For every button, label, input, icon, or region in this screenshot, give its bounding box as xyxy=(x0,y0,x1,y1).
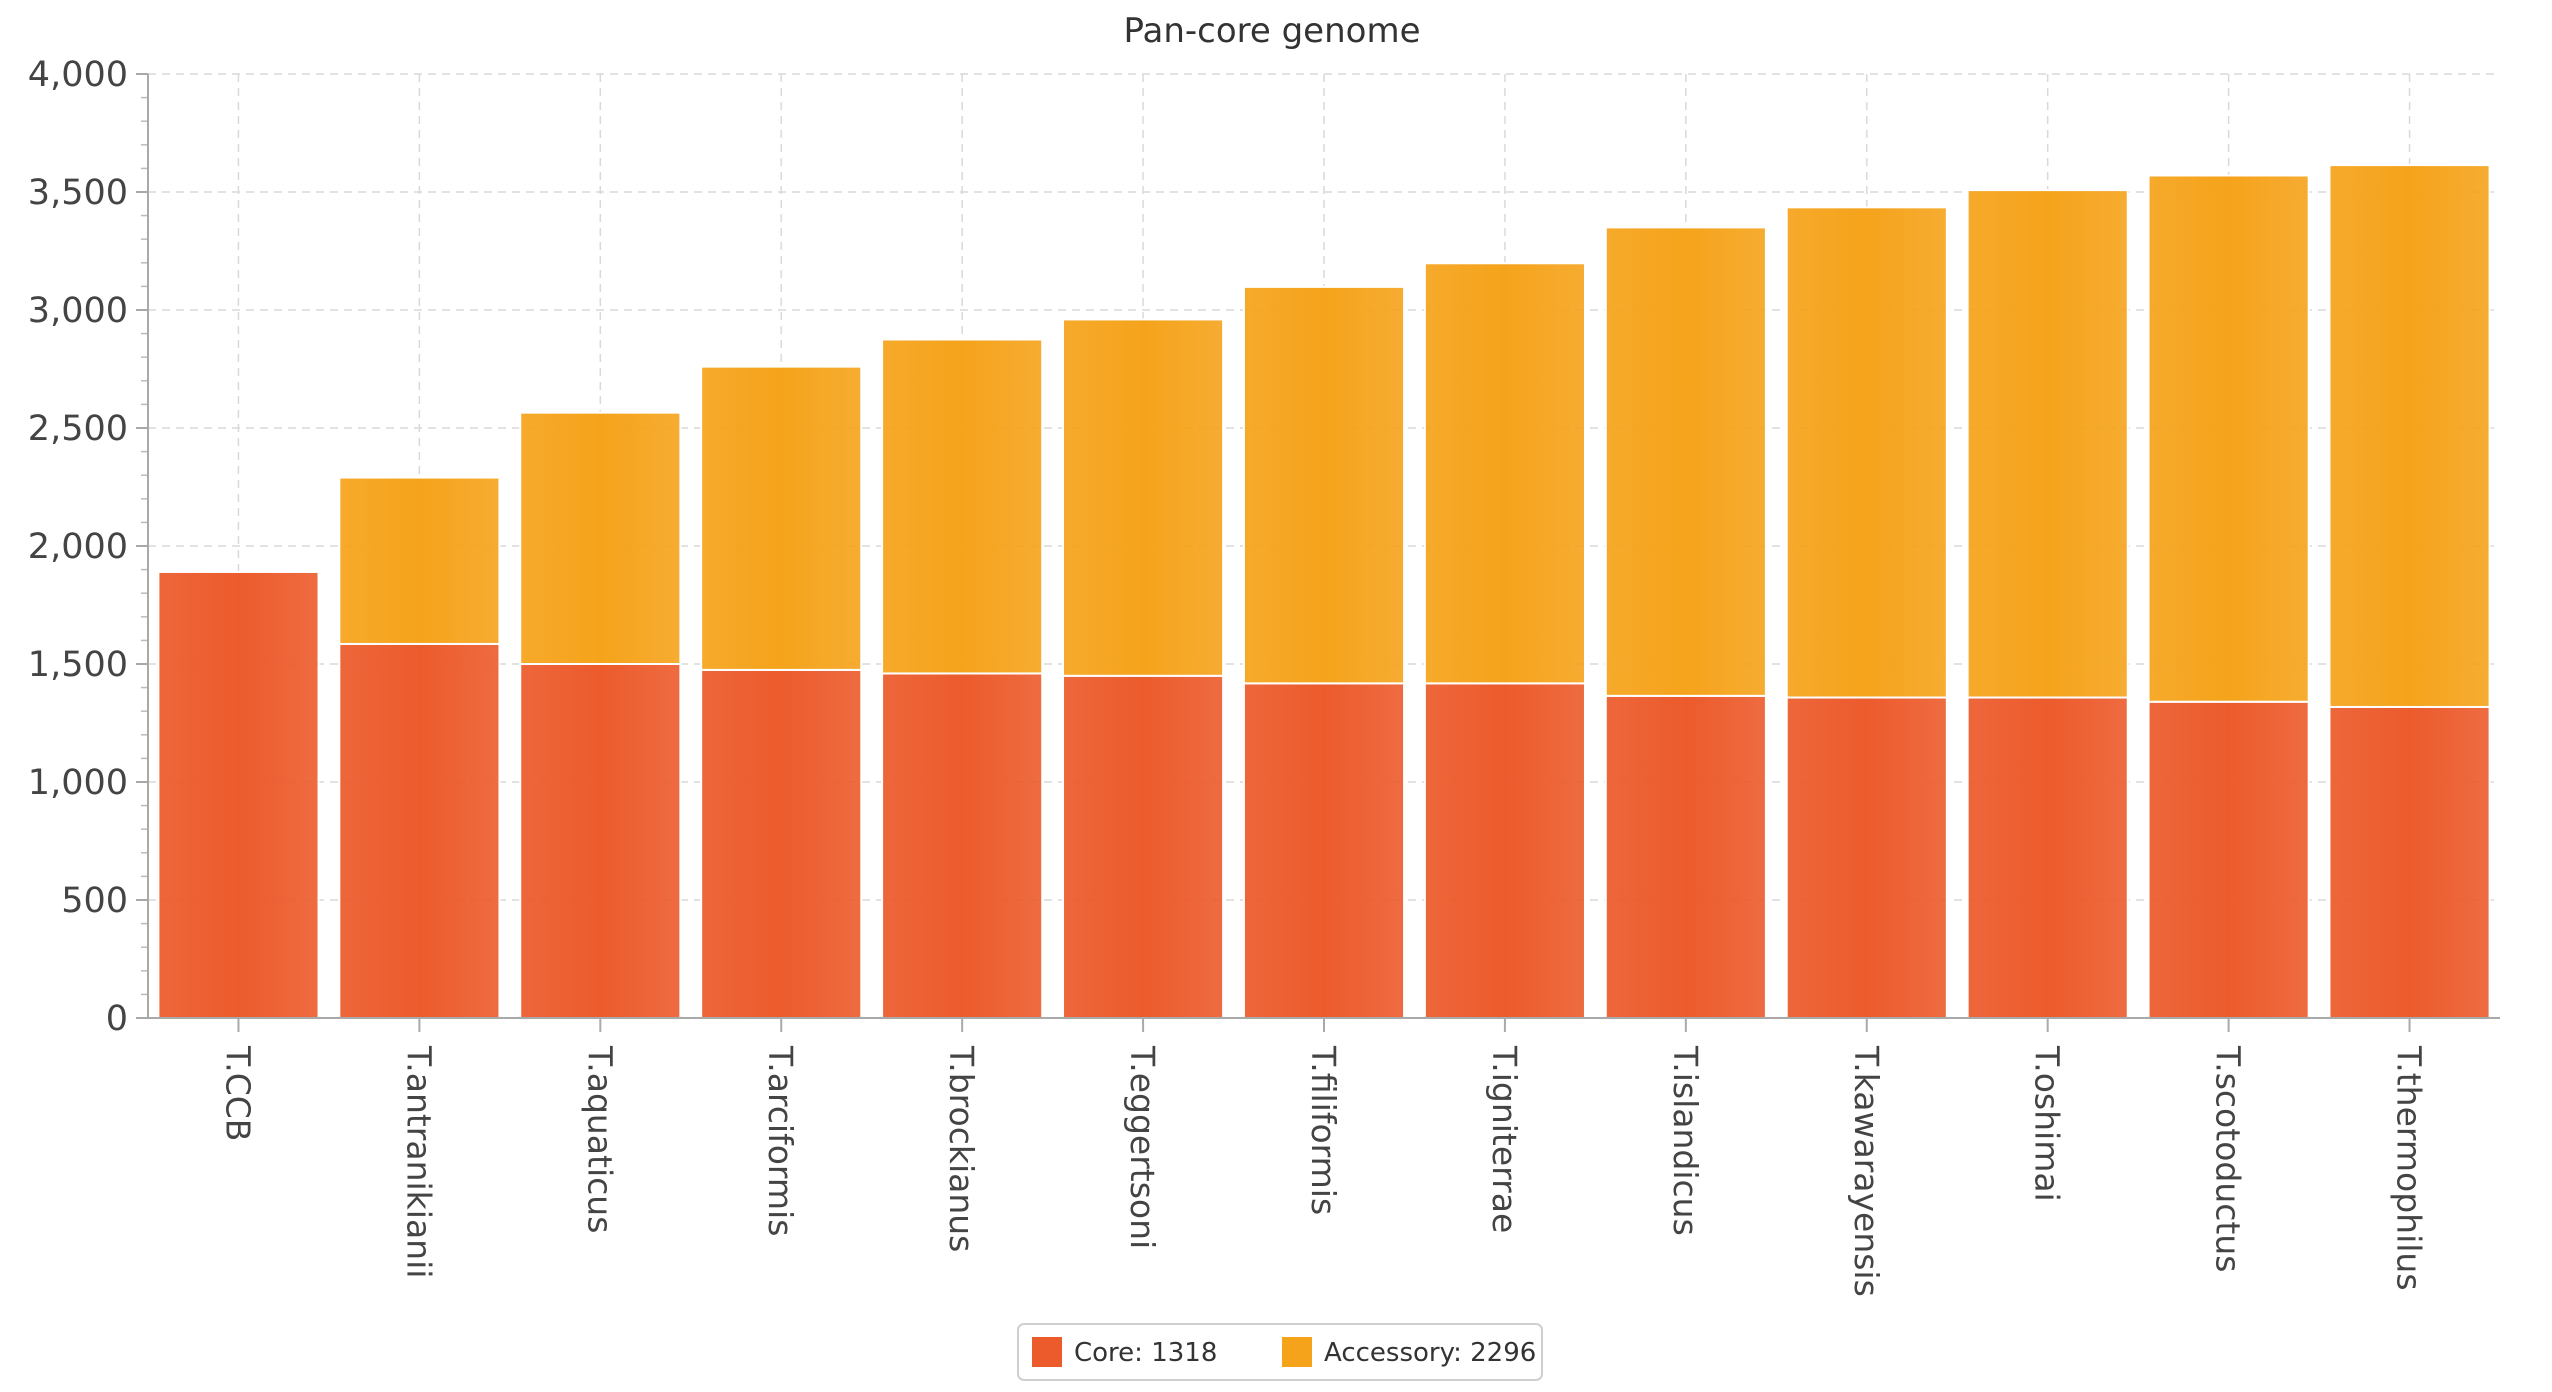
x-tick-label: T.brockianus xyxy=(942,1045,981,1252)
accessory-bar[interactable] xyxy=(519,411,682,665)
y-tick-label: 0 xyxy=(106,999,128,1039)
accessory-bar[interactable] xyxy=(1423,262,1586,685)
core-bar[interactable] xyxy=(157,570,320,1020)
x-tick-label: T.thermophilus xyxy=(2390,1045,2429,1291)
accessory-bar[interactable] xyxy=(1966,189,2129,699)
core-bar[interactable] xyxy=(1242,682,1406,1019)
x-tick-label: T.filiformis xyxy=(1304,1045,1343,1215)
core-bar[interactable] xyxy=(881,672,1044,1019)
legend-swatch[interactable] xyxy=(1032,1337,1062,1367)
x-tick-label: T.oshimai xyxy=(2028,1045,2067,1202)
legend-swatch[interactable] xyxy=(1282,1337,1312,1367)
legend-box xyxy=(1017,1323,1543,1381)
x-tick-label: T.antranikianii xyxy=(399,1045,438,1278)
accessory-bar[interactable] xyxy=(1604,226,1767,697)
accessory-bar[interactable] xyxy=(2147,174,2310,703)
x-tick-label: T.islandicus xyxy=(1666,1045,1705,1236)
legend-label[interactable]: Core: 1318 xyxy=(1074,1338,1217,1368)
core-bar[interactable] xyxy=(1785,696,1948,1020)
accessory-bar[interactable] xyxy=(2328,164,2491,708)
y-tick-label: 500 xyxy=(61,881,128,921)
axis-layer: 0 500 1,000 1,500 2,000 2,500 3,000 3,500 4,000 T… xyxy=(28,55,2500,1297)
x-tick-label: T.aquaticus xyxy=(580,1045,619,1233)
y-tick-label: 3,000 xyxy=(28,291,128,331)
y-tick-label: 2,000 xyxy=(28,527,128,567)
x-tick-label: T.eggertsoni xyxy=(1123,1045,1162,1249)
y-tick-label: 1,000 xyxy=(28,763,128,803)
x-tick-label: T.igniterrae xyxy=(1485,1045,1524,1233)
bars-layer xyxy=(157,164,2491,1020)
core-bar[interactable] xyxy=(2328,705,2491,1020)
y-tick-label: 3,500 xyxy=(28,173,128,213)
x-tick-label: T.CCB xyxy=(218,1045,257,1141)
core-bar[interactable] xyxy=(700,668,863,1020)
accessory-bar[interactable] xyxy=(700,365,863,671)
accessory-bar[interactable] xyxy=(881,338,1044,675)
core-bar[interactable] xyxy=(1966,696,2129,1020)
accessory-bar[interactable] xyxy=(338,476,501,645)
y-tick-label: 1,500 xyxy=(28,645,128,685)
x-tick-label: T.scotoductus xyxy=(2209,1045,2248,1272)
core-bar[interactable] xyxy=(1604,694,1767,1019)
x-tick-label: T.arciformis xyxy=(761,1045,800,1236)
core-bar[interactable] xyxy=(338,642,501,1019)
accessory-bar[interactable] xyxy=(1062,318,1225,677)
y-tick-label: 2,500 xyxy=(28,409,128,449)
legend-label[interactable]: Accessory: 2296 xyxy=(1324,1338,1536,1368)
core-bar[interactable] xyxy=(519,663,682,1019)
y-tick-label: 4,000 xyxy=(28,55,128,95)
core-bar[interactable] xyxy=(2147,700,2310,1019)
x-tick-label: T.kawarayensis xyxy=(1847,1045,1886,1297)
core-bar[interactable] xyxy=(1062,674,1225,1019)
core-bar[interactable] xyxy=(1423,682,1586,1019)
legend[interactable]: Core: 1318 Accessory: 2296 xyxy=(1017,1323,1543,1381)
accessory-bar[interactable] xyxy=(1242,285,1406,685)
accessory-bar[interactable] xyxy=(1785,206,1948,699)
chart-title: Pan-core genome xyxy=(1124,11,1421,51)
